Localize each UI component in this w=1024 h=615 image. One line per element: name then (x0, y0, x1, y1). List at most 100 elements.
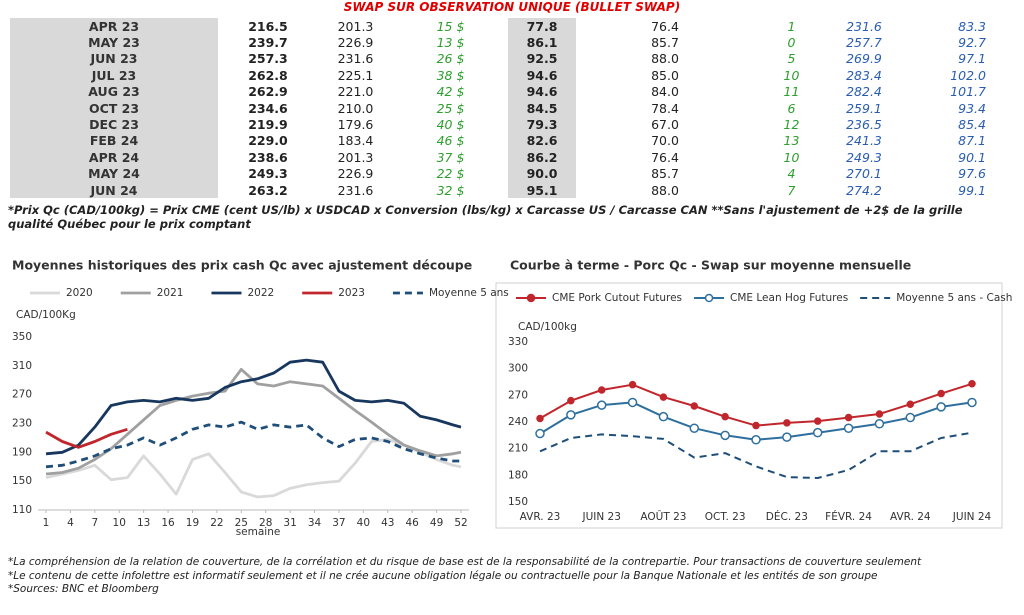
table-cell: 225.1 (337, 67, 374, 83)
table-title: SWAP SUR OBSERVATION UNIQUE (BULLET SWAP… (343, 0, 681, 14)
table-cell: 82.6 (508, 132, 576, 150)
chart-title: Courbe à terme - Porc Qc - Swap sur moye… (510, 258, 911, 273)
table-cell: MAY 23 (10, 34, 218, 51)
legend-label: 2021 (157, 287, 184, 299)
data-point (782, 432, 792, 442)
data-point (567, 396, 575, 405)
x-tick-label: JUIN 24 (952, 511, 992, 523)
table-cell: 234.6 (248, 100, 288, 116)
table-cell: 94.6 (508, 67, 576, 84)
series-line (45, 427, 128, 449)
legend-label: Moyenne 5 ans (429, 287, 509, 299)
y-tick-label: 180 (508, 469, 528, 481)
table-cell: 236.5 (846, 117, 882, 133)
table-cell: APR 23 (10, 18, 218, 35)
series-line (45, 438, 462, 499)
x-tick-label: 46 (405, 517, 419, 529)
table-cell: 26 $ (436, 51, 465, 67)
y-tick-label: 350 (12, 331, 32, 343)
table-row: JUN 24 263.2 231.6 32 $ 95.1 88.0 7 274.2 99.1 (10, 181, 1004, 199)
data-point (628, 380, 637, 389)
data-point (690, 402, 699, 410)
table-cell: 283.4 (846, 67, 882, 83)
data-point (627, 397, 638, 408)
table-cell: JUN 23 (10, 50, 218, 68)
table-cell: 78.4 (651, 100, 679, 116)
footnote: *Sources: BNC et Bloomberg (8, 583, 159, 595)
data-point (536, 414, 544, 423)
table-cell: 90.1 (958, 149, 986, 165)
table-cell: APR 24 (10, 149, 218, 166)
data-point (936, 402, 946, 412)
data-point (720, 430, 730, 441)
y-tick-label: 190 (12, 446, 32, 458)
legend-label: 2023 (338, 287, 365, 299)
table-cell: 274.2 (846, 182, 882, 198)
table-cell: 231.6 (846, 18, 882, 34)
data-point (967, 397, 977, 408)
table-note: *Prix Qc (CAD/100kg) = Prix CME (cent US… (8, 203, 963, 231)
x-tick-label: OCT. 23 (705, 511, 746, 523)
data-point (844, 413, 853, 422)
table-cell: DEC 23 (10, 116, 218, 133)
legend-label: Moyenne 5 ans - Cash (896, 292, 1012, 304)
table-cell: 4 (787, 166, 796, 182)
table-cell: 13 (783, 133, 800, 149)
table-row: OCT 23 234.6 210.0 25 $ 84.5 78.4 6 259.1 93.4 (10, 99, 1004, 117)
y-tick-label: 300 (508, 363, 528, 375)
data-point (658, 411, 669, 422)
y-axis-label: CAD/100kg (518, 321, 577, 333)
data-point (751, 435, 761, 445)
table-cell: 101.7 (950, 84, 986, 100)
table-cell: 88.0 (651, 182, 679, 198)
table-cell: 241.3 (846, 133, 882, 149)
table-cell: 239.7 (248, 35, 288, 51)
table-cell: 84.5 (508, 99, 576, 117)
series-line (45, 358, 462, 456)
table-cell: 0 (787, 35, 796, 51)
y-tick-label: 330 (508, 336, 528, 348)
table-cell: 92.7 (958, 35, 986, 51)
series-line (45, 368, 462, 476)
x-tick-label: 16 (161, 517, 175, 529)
x-tick-label: 25 (235, 517, 248, 529)
table-cell: 6 (787, 100, 796, 116)
table-cell: 226.9 (337, 35, 374, 51)
table-cell: 85.7 (651, 166, 679, 182)
y-tick-label: 150 (12, 475, 32, 487)
legend-label: 2020 (66, 287, 93, 299)
table-cell: 102.0 (950, 67, 986, 83)
table-cell: 226.9 (337, 166, 374, 182)
data-point (937, 389, 945, 398)
x-tick-label: 43 (381, 517, 394, 529)
x-tick-label: 22 (210, 517, 223, 529)
table-cell: 221.0 (337, 84, 374, 100)
table-row: DEC 23 219.9 179.6 40 $ 79.3 67.0 12 236.5 85.4 (10, 116, 1004, 133)
table-cell: 15 $ (436, 18, 465, 34)
y-tick-label: 230 (12, 418, 32, 430)
data-point (813, 417, 822, 425)
table-cell: 249.3 (248, 166, 288, 182)
table-cell: 259.1 (846, 100, 882, 116)
table-cell: 40 $ (436, 117, 465, 133)
table-cell: 37 $ (436, 149, 465, 165)
table-cell: 219.9 (248, 117, 288, 133)
data-point (875, 410, 884, 418)
data-point (689, 423, 700, 433)
footnotes: *La compréhension de la relation de couv… (8, 556, 921, 597)
table-cell: 201.3 (337, 149, 374, 165)
table-cell: 231.6 (337, 51, 374, 67)
table-cell: 270.1 (846, 166, 882, 182)
table-cell: 95.1 (508, 181, 576, 199)
table-cell: 216.5 (248, 18, 288, 34)
table-row: MAY 24 249.3 226.9 22 $ 90.0 85.7 4 270.1 97.6 (10, 165, 1004, 182)
series-line (45, 420, 461, 469)
footnote: *La compréhension de la relation de couv… (8, 556, 922, 568)
y-tick-label: 210 (508, 443, 528, 455)
table-cell: 201.3 (337, 18, 374, 34)
table-cell: 262.9 (248, 84, 288, 100)
table-cell: 25 $ (436, 100, 465, 116)
table-cell: 32 $ (436, 182, 465, 198)
table-cell: 84.0 (651, 84, 679, 100)
x-tick-label: 37 (332, 517, 345, 529)
